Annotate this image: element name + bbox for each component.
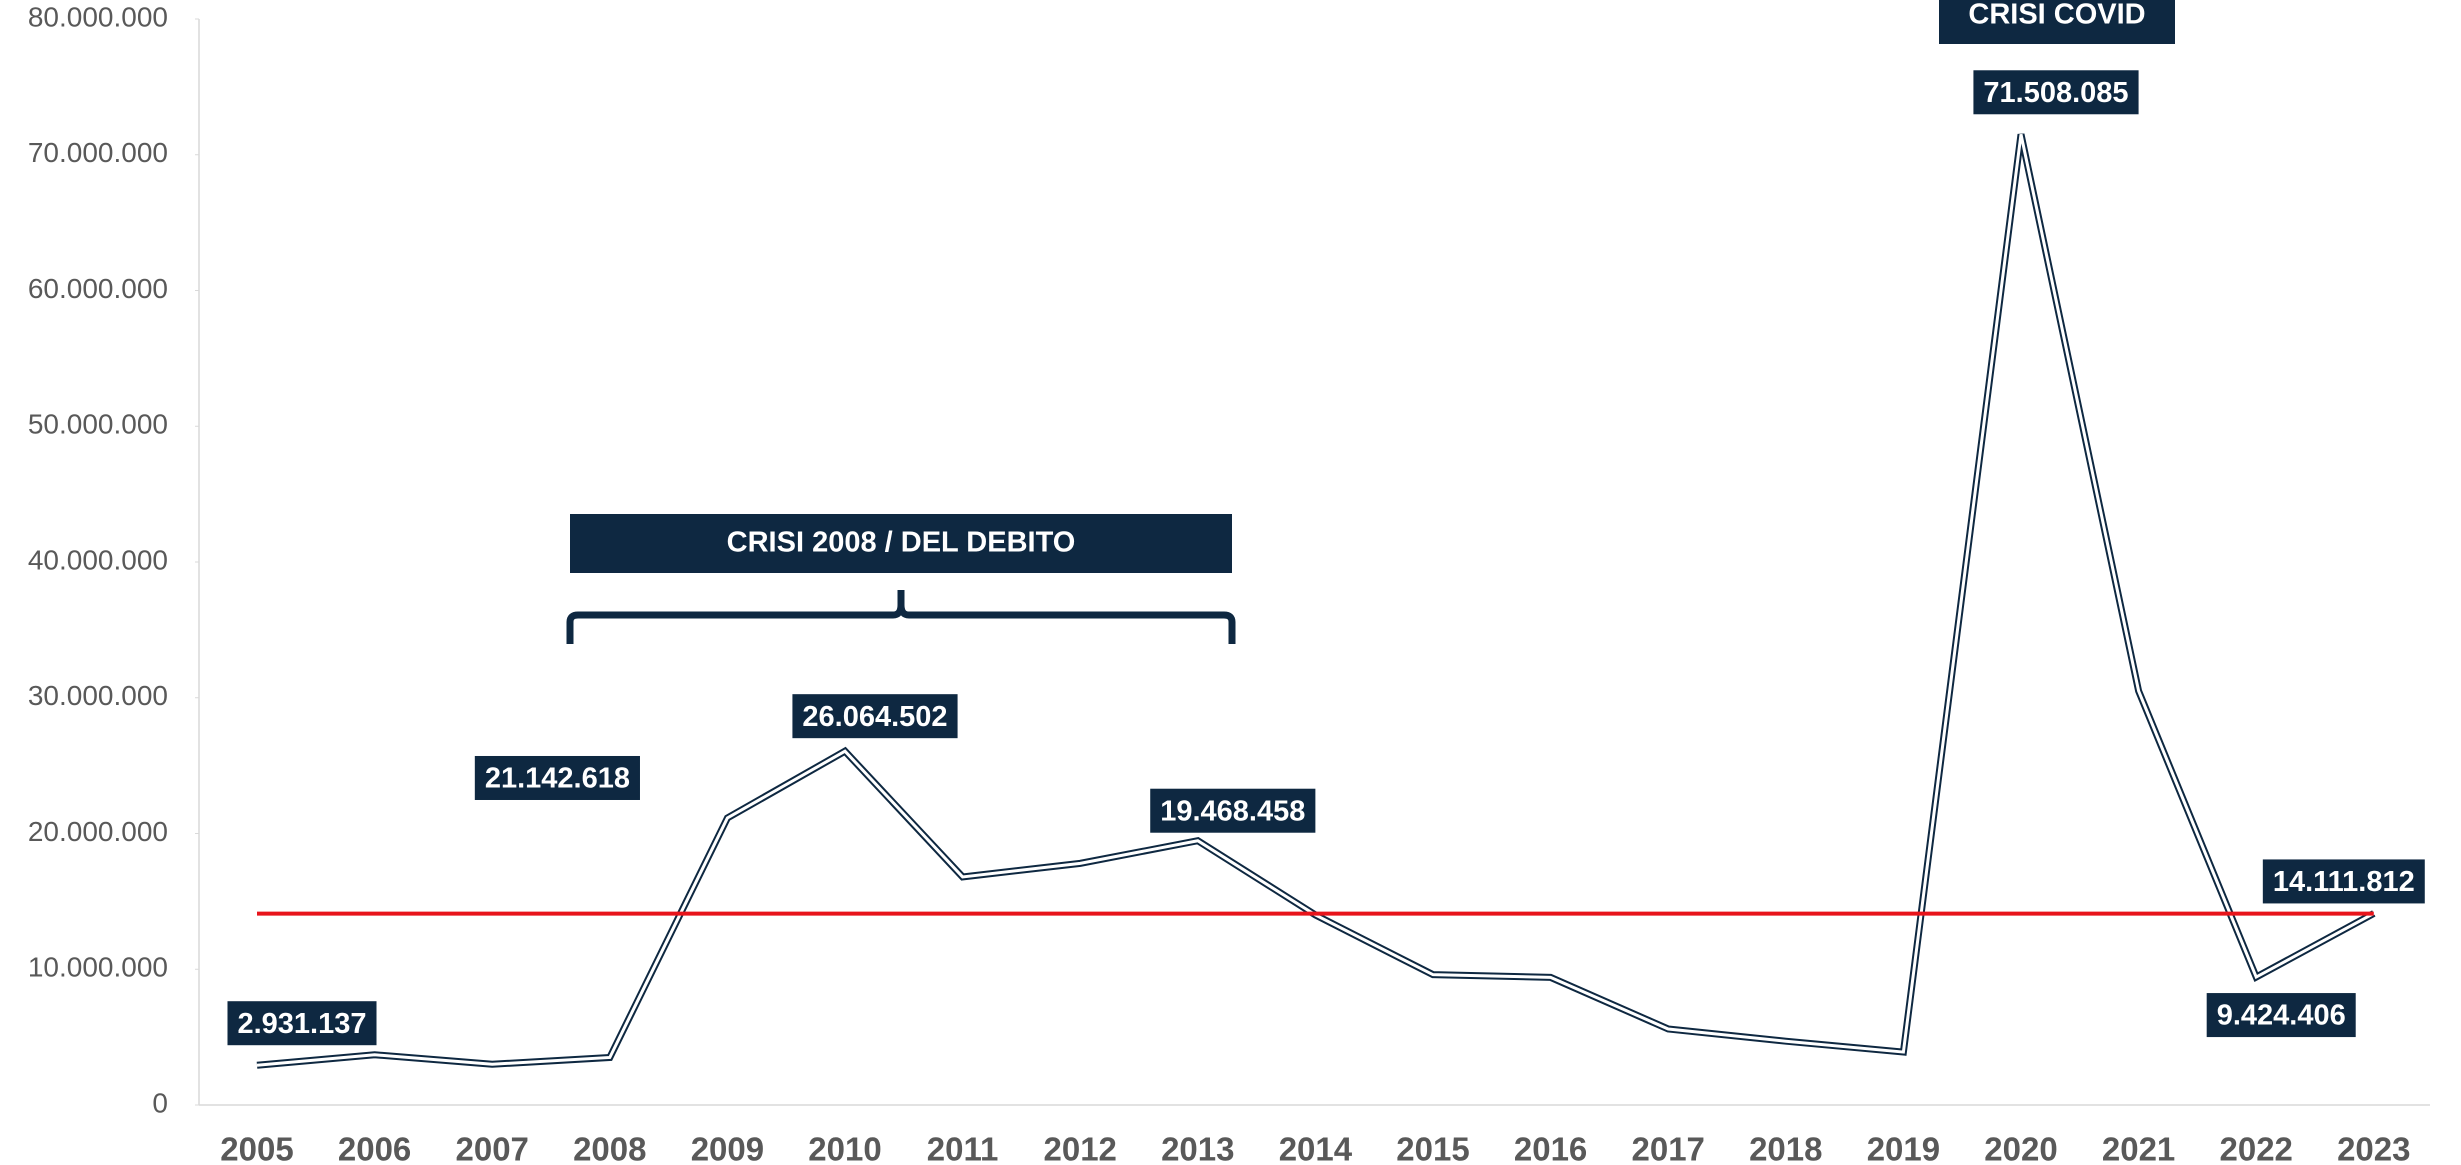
x-tick-label: 2018 xyxy=(1749,1131,1822,1165)
x-tick-label: 2023 xyxy=(2337,1131,2410,1165)
y-tick-label: 30.000.000 xyxy=(28,680,168,711)
x-tick-label: 2005 xyxy=(220,1131,293,1165)
value-label-box xyxy=(792,694,958,739)
value-label-box xyxy=(474,755,640,800)
y-tick-label: 20.000.000 xyxy=(28,816,168,847)
value-label: 71.508.085 xyxy=(1983,77,2128,109)
annotation: CRISI COVID xyxy=(1968,0,2145,31)
x-tick-label: 2021 xyxy=(2102,1131,2175,1165)
annotation-box xyxy=(570,514,1232,573)
y-tick-label: 50.000.000 xyxy=(28,409,168,440)
value-label: 26.064.502 xyxy=(802,701,947,733)
x-tick-label: 2009 xyxy=(691,1131,764,1165)
value-label-box xyxy=(1150,788,1316,833)
x-tick-label: 2010 xyxy=(808,1131,881,1165)
x-tick-label: 2008 xyxy=(573,1131,646,1165)
value-label: 9.424.406 xyxy=(2217,1000,2346,1032)
x-tick-label: 2019 xyxy=(1867,1131,1940,1165)
x-tick-label: 2022 xyxy=(2219,1131,2292,1165)
brace xyxy=(566,590,1236,644)
x-tick-label: 2011 xyxy=(927,1131,999,1165)
y-tick-label: 40.000.000 xyxy=(28,544,168,575)
value-label: 2.931.137 xyxy=(237,1008,366,1040)
x-tick-label: 2013 xyxy=(1161,1131,1234,1165)
y-tick-label: 10.000.000 xyxy=(28,952,168,983)
x-tick-label: 2017 xyxy=(1631,1131,1704,1165)
y-tick-label: 60.000.000 xyxy=(28,273,168,304)
x-tick-label: 2020 xyxy=(1984,1131,2057,1165)
line-series xyxy=(256,133,2376,1069)
x-tick-label: 2007 xyxy=(455,1131,528,1165)
value-label: 19.468.458 xyxy=(1160,795,1305,827)
value-label-box xyxy=(2262,859,2425,904)
x-tick-label: 2012 xyxy=(1043,1131,1116,1165)
value-label-box xyxy=(2206,993,2356,1038)
x-tick-label: 2006 xyxy=(338,1131,411,1165)
x-tick-label: 2016 xyxy=(1514,1131,1587,1165)
value-label-box xyxy=(1973,70,2139,115)
y-tick-label: 0 xyxy=(152,1087,168,1118)
x-tick-label: 2014 xyxy=(1279,1131,1353,1165)
value-label-box xyxy=(227,1001,377,1046)
x-tick-label: 2015 xyxy=(1396,1131,1469,1165)
annotation-box xyxy=(1939,0,2175,44)
value-label: 14.111.812 xyxy=(2273,866,2415,898)
y-tick-label: 70.000.000 xyxy=(28,137,168,168)
y-tick-label: 80.000.000 xyxy=(28,1,168,32)
value-label: 21.142.618 xyxy=(485,763,630,795)
line-inner xyxy=(256,133,2375,1067)
annotation: CRISI 2008 / DEL DEBITO xyxy=(727,527,1076,559)
